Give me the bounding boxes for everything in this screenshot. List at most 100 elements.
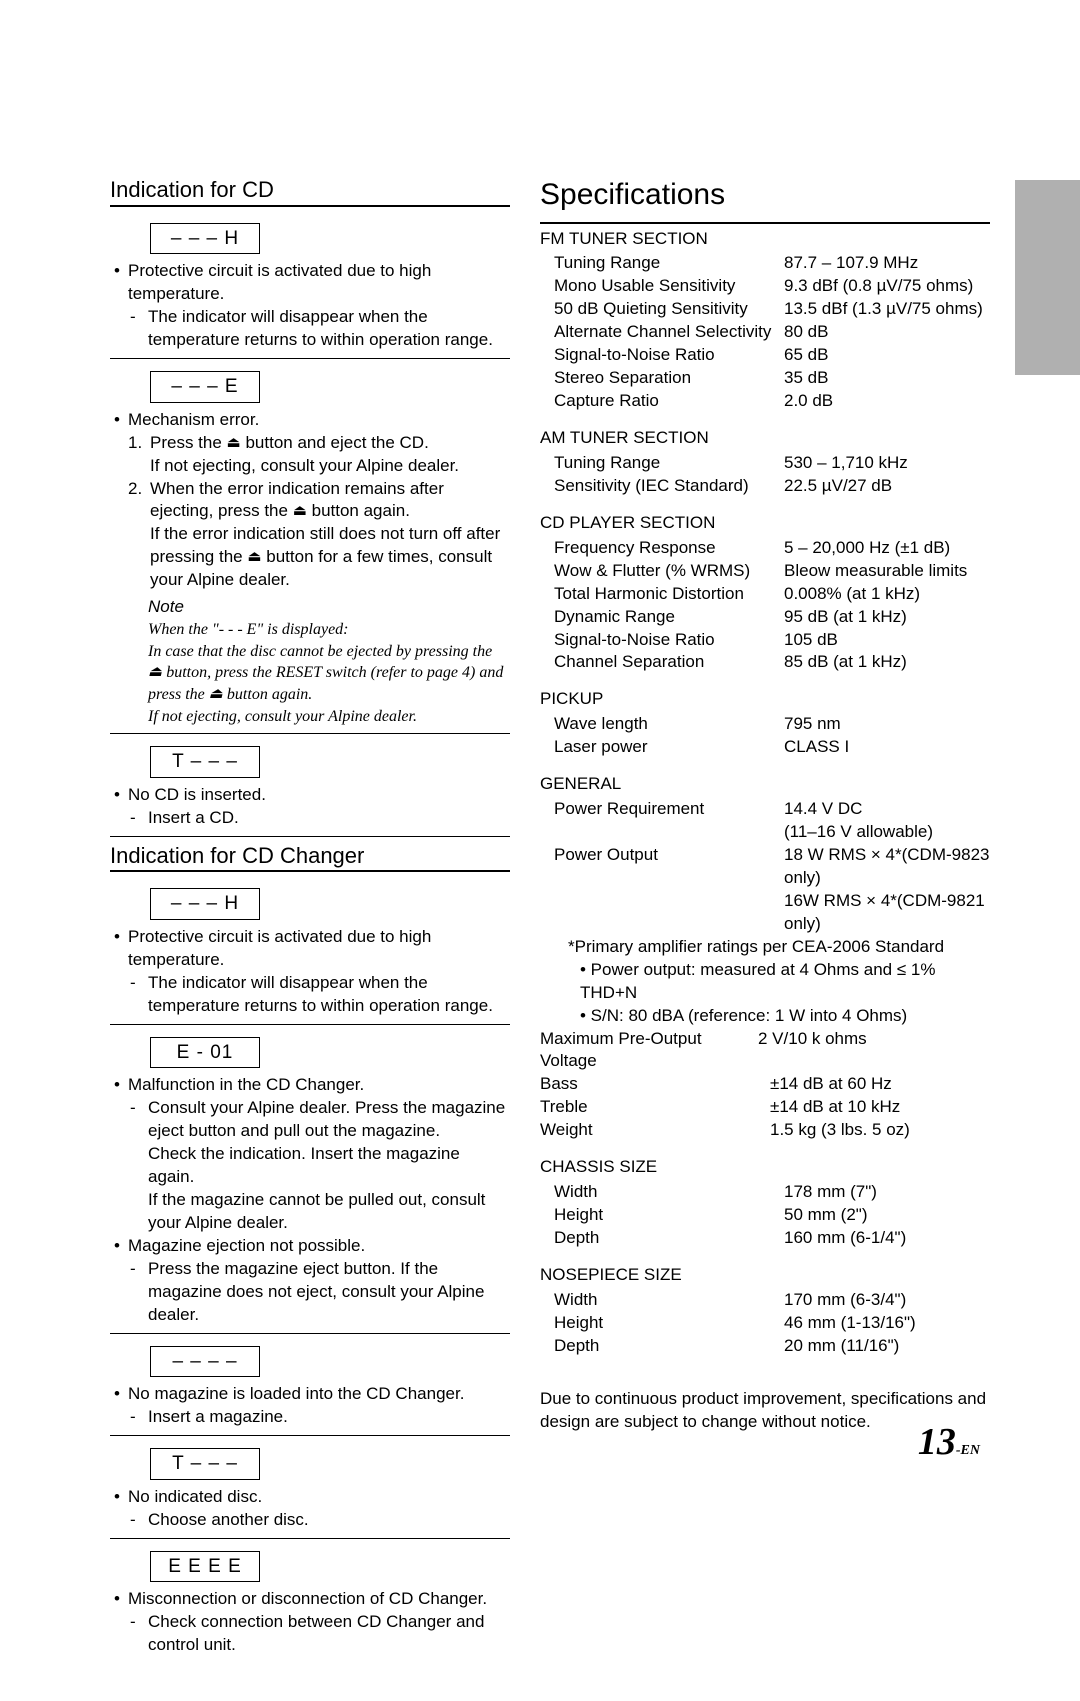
spec-label: Alternate Channel Selectivity — [554, 321, 784, 344]
spec-value: 530 – 1,710 kHz — [784, 452, 990, 475]
code-t2: T – – – — [150, 1448, 260, 1480]
spec-label: Total Harmonic Distortion — [554, 583, 784, 606]
page-number-small: -EN — [956, 1443, 980, 1458]
specifications-title: Specifications — [540, 175, 990, 216]
spec-label: Power Output — [554, 844, 784, 890]
page-number-big: 13 — [918, 1421, 956, 1463]
spec-label: Weight — [540, 1119, 770, 1142]
eject-icon: ⏏ — [227, 433, 241, 453]
spec-value: 20 mm (11/16") — [784, 1335, 990, 1358]
spec-note: • S/N: 80 dBA (reference: 1 W into 4 Ohm… — [540, 1005, 990, 1028]
spec-value: 95 dB (at 1 kHz) — [784, 606, 990, 629]
eject-icon: ⏏ — [247, 547, 261, 567]
spec-value: (11–16 V allowable) — [784, 821, 990, 844]
bullet-text: Protective circuit is activated due to h… — [128, 926, 510, 972]
code-h: – – – H — [150, 223, 260, 255]
spec-chassis: CHASSIS SIZE Width178 mm (7")Height50 mm… — [540, 1156, 990, 1250]
spec-section-title: GENERAL — [540, 773, 990, 796]
num-sub: If not ejecting, consult your Alpine dea… — [110, 455, 510, 478]
section-title-changer: Indication for CD Changer — [110, 841, 510, 873]
spec-label: Width — [554, 1181, 784, 1204]
spec-value: 16W RMS × 4*(CDM-9821 only) — [784, 890, 990, 936]
bullet-text: Misconnection or disconnection of CD Cha… — [128, 1588, 487, 1611]
spec-value: CLASS I — [784, 736, 990, 759]
spec-pickup: PICKUP Wave length795 nmLaser powerCLASS… — [540, 688, 990, 759]
left-column: Indication for CD – – – H •Protective ci… — [110, 175, 510, 1661]
spec-section-title: FM TUNER SECTION — [540, 228, 990, 251]
spec-label: Power Requirement — [554, 798, 784, 821]
spec-value: 105 dB — [784, 629, 990, 652]
spec-label: Bass — [540, 1073, 770, 1096]
spec-label: Wow & Flutter (% WRMS) — [554, 560, 784, 583]
spec-label: Depth — [554, 1335, 784, 1358]
spec-label: Capture Ratio — [554, 390, 784, 413]
sub-text: Press the magazine eject button. If the … — [148, 1258, 510, 1327]
spec-value: 9.3 dBf (0.8 µV/75 ohms) — [784, 275, 990, 298]
spec-label: Treble — [540, 1096, 770, 1119]
num-sub: If the error indication still does not t… — [110, 523, 510, 592]
num-body: Press the ⏏ button and eject the CD. — [150, 432, 429, 455]
spec-value: 46 mm (1-13/16") — [784, 1312, 990, 1335]
spec-section-title: NOSEPIECE SIZE — [540, 1264, 990, 1287]
spec-value: 35 dB — [784, 367, 990, 390]
spec-section-title: CD PLAYER SECTION — [540, 512, 990, 535]
spec-label: Wave length — [554, 713, 784, 736]
spec-value: 87.7 – 107.9 MHz — [784, 252, 990, 275]
spec-label: Width — [554, 1289, 784, 1312]
spec-label: Sensitivity (IEC Standard) — [554, 475, 784, 498]
spec-value: Bleow measurable limits — [784, 560, 990, 583]
bullet-text: Protective circuit is activated due to h… — [128, 260, 510, 306]
bullet-text: No magazine is loaded into the CD Change… — [128, 1383, 464, 1406]
spec-label: Tuning Range — [554, 252, 784, 275]
bullet-text: No indicated disc. — [128, 1486, 262, 1509]
spec-label: Frequency Response — [554, 537, 784, 560]
plain-text: Check the indication. Insert the magazin… — [110, 1143, 510, 1189]
sub-text: Insert a CD. — [148, 807, 239, 830]
section-title-cd: Indication for CD — [110, 175, 510, 207]
sub-text: Consult your Alpine dealer. Press the ma… — [148, 1097, 510, 1143]
spec-value: ±14 dB at 10 kHz — [770, 1096, 990, 1119]
spec-value: 50 mm (2") — [784, 1204, 990, 1227]
spec-label: Channel Separation — [554, 651, 784, 674]
spec-label: Depth — [554, 1227, 784, 1250]
code-changer-h: – – – H — [150, 888, 260, 920]
spec-value: 0.008% (at 1 kHz) — [784, 583, 990, 606]
sub-text: Check connection between CD Changer and … — [148, 1611, 510, 1657]
eject-icon: ⏏ — [148, 662, 162, 682]
eject-icon: ⏏ — [209, 684, 223, 704]
spec-value: ±14 dB at 60 Hz — [770, 1073, 990, 1096]
spec-label: Laser power — [554, 736, 784, 759]
spec-label: Mono Usable Sensitivity — [554, 275, 784, 298]
spec-value: 5 – 20,000 Hz (±1 dB) — [784, 537, 990, 560]
spec-value: 13.5 dBf (1.3 µV/75 ohms) — [784, 298, 990, 321]
spec-value: 795 nm — [784, 713, 990, 736]
spec-value: 170 mm (6-3/4") — [784, 1289, 990, 1312]
sub-text: The indicator will disappear when the te… — [148, 972, 510, 1018]
code-e01: E - 01 — [150, 1037, 260, 1069]
spec-label: Stereo Separation — [554, 367, 784, 390]
spec-value: 2.0 dB — [784, 390, 990, 413]
note-line: If not ejecting, consult your Alpine dea… — [148, 706, 510, 728]
spec-general: GENERAL Power Requirement14.4 V DC (11–1… — [540, 773, 990, 1142]
note-line: In case that the disc cannot be ejected … — [148, 641, 510, 706]
spec-cd: CD PLAYER SECTION Frequency Response5 – … — [540, 512, 990, 675]
spec-value: 2 V/10 k ohms — [758, 1028, 990, 1074]
spec-label: Signal-to-Noise Ratio — [554, 629, 784, 652]
spec-label: Tuning Range — [554, 452, 784, 475]
bullet-text: No CD is inserted. — [128, 784, 266, 807]
num-body: When the error indication remains after … — [150, 478, 510, 524]
spec-value: 14.4 V DC — [784, 798, 990, 821]
spec-value: 22.5 µV/27 dB — [784, 475, 990, 498]
spec-value: 178 mm (7") — [784, 1181, 990, 1204]
spec-label: Signal-to-Noise Ratio — [554, 344, 784, 367]
note-title: Note — [148, 596, 510, 619]
note-line: When the "- - - E" is displayed: — [148, 619, 510, 641]
spec-value: 18 W RMS × 4*(CDM-9823 only) — [784, 844, 990, 890]
side-tab — [1015, 180, 1080, 375]
sub-text: Insert a magazine. — [148, 1406, 288, 1429]
spec-value: 160 mm (6-1/4") — [784, 1227, 990, 1250]
spec-value: 85 dB (at 1 kHz) — [784, 651, 990, 674]
bullet-text: Mechanism error. — [128, 409, 259, 432]
plain-text: If the magazine cannot be pulled out, co… — [110, 1189, 510, 1235]
code-t: T – – – — [150, 746, 260, 778]
